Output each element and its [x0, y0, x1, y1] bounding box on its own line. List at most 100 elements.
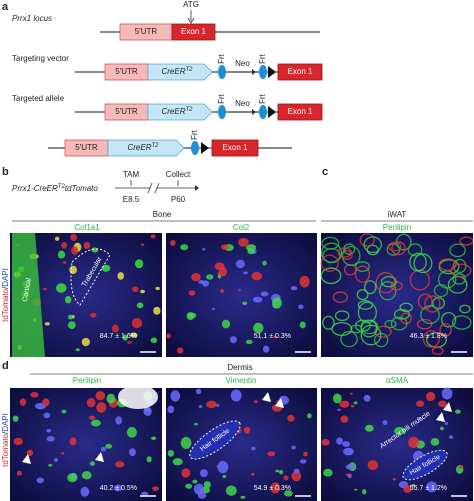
cell: [367, 460, 379, 471]
cell: [342, 441, 351, 447]
arrowhead: [275, 398, 284, 408]
follicle-outline: [118, 385, 158, 409]
cell: [117, 272, 125, 280]
break-gap: [150, 182, 157, 194]
cell: [216, 404, 220, 407]
cre-box: [107, 139, 185, 157]
cell: [382, 420, 388, 426]
cell: [332, 291, 348, 303]
cell: [399, 302, 413, 313]
cell: [320, 267, 342, 285]
cell: [354, 488, 358, 491]
cell: [48, 463, 53, 467]
cell: [343, 243, 356, 255]
cell: [146, 456, 152, 463]
utr-label: 5′UTR: [115, 67, 138, 76]
timeline-break: [147, 182, 160, 194]
atg-arrow-head: [187, 17, 195, 24]
follicle-outline: [189, 420, 241, 460]
cell: [75, 348, 80, 352]
exon-box: [211, 139, 259, 157]
cell: [291, 470, 302, 482]
cell: [441, 387, 453, 400]
cell: [337, 408, 341, 411]
cell: [86, 398, 96, 408]
cell: [55, 283, 67, 293]
cell: [270, 482, 281, 494]
frt-label: Frt: [258, 53, 267, 64]
atg-label: ATG: [183, 0, 199, 9]
cell: [375, 272, 396, 294]
cell: [459, 236, 474, 246]
cell: [211, 307, 215, 310]
cell: [115, 416, 123, 425]
cell: [299, 321, 306, 329]
stain-label: tdTomato/DAPI: [1, 413, 10, 467]
follicle-outline: [402, 449, 448, 481]
quantification: 40.2 ± 0.5%: [100, 485, 137, 492]
cell: [449, 243, 466, 258]
cell: [166, 333, 171, 339]
cell: [299, 459, 307, 464]
cell: [238, 289, 242, 291]
cell: [16, 470, 23, 476]
cell: [409, 252, 427, 272]
overlay-text: Cortical: [22, 277, 33, 302]
cell: [363, 236, 383, 254]
arrowhead: [95, 452, 104, 462]
cell: [394, 426, 405, 435]
utr-label: 5′UTR: [115, 107, 138, 116]
cell: [337, 247, 352, 258]
cell: [217, 460, 229, 474]
cre-sup: T2: [186, 107, 194, 113]
micrograph-content: [321, 387, 464, 495]
cell: [240, 495, 246, 499]
cell: [134, 259, 144, 269]
tissue-label: Bone: [153, 210, 172, 219]
cell: [251, 472, 255, 476]
cell: [153, 306, 161, 315]
cell: [439, 323, 452, 337]
cell: [185, 483, 193, 489]
panel-label: b: [2, 166, 9, 178]
cell: [26, 449, 34, 457]
cell: [202, 248, 206, 251]
cell: [230, 389, 242, 402]
cell: [176, 347, 184, 354]
cell: [101, 264, 111, 272]
cell: [422, 330, 440, 348]
cell: [218, 266, 228, 277]
cell: [150, 234, 156, 239]
locus-label: Prrx1 locus: [12, 14, 52, 23]
cell: [155, 286, 160, 291]
cell: [67, 473, 78, 483]
cell: [251, 446, 256, 451]
cell: [225, 485, 237, 496]
cell: [42, 398, 50, 407]
cell: [19, 398, 27, 406]
cell: [359, 233, 375, 247]
cell: [188, 290, 196, 296]
stain-red: tdTomato: [1, 433, 10, 466]
cell: [251, 271, 263, 281]
cre-label: CreERT2: [127, 143, 159, 153]
cell: [307, 413, 312, 419]
cell: [390, 316, 408, 331]
cell: [57, 250, 66, 259]
frt-site: [218, 65, 226, 79]
cell: [350, 324, 363, 334]
cell: [340, 415, 349, 423]
cell: [321, 438, 330, 446]
loxp-site: [201, 142, 209, 154]
cell: [273, 335, 278, 339]
exon-label: Exon 1: [288, 107, 313, 116]
cell: [345, 464, 355, 470]
cell: [416, 318, 433, 330]
cell: [53, 457, 59, 463]
cell: [195, 388, 202, 395]
cell: [129, 448, 136, 457]
cell: [272, 297, 282, 309]
loxp-site: [268, 66, 276, 78]
collect-label: Collect: [166, 170, 191, 179]
cell: [341, 245, 361, 267]
